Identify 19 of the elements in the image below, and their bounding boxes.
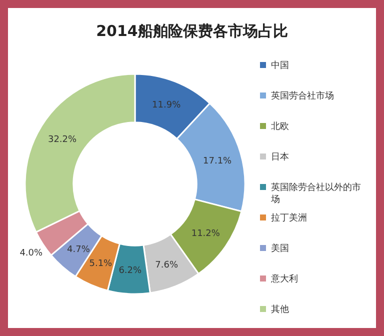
data-label: 11.2% bbox=[191, 229, 220, 240]
legend-label: 英国除劳合社以外的市场 bbox=[270, 182, 361, 205]
legend-label: 美国 bbox=[271, 243, 289, 254]
data-label: 7.6% bbox=[155, 260, 178, 270]
data-label: 4.7% bbox=[67, 245, 90, 256]
legend-label: 拉丁美洲 bbox=[271, 212, 307, 224]
legend-label: 中国 bbox=[271, 60, 289, 71]
data-label: 32.2% bbox=[48, 134, 78, 145]
legend-label: 其他 bbox=[271, 304, 289, 315]
legend-label: 北欧 bbox=[271, 121, 289, 132]
data-label: 6.2% bbox=[118, 266, 142, 276]
data-label: 4.0% bbox=[20, 248, 44, 258]
chart-title: 2014船舶险保费各市场占比 bbox=[96, 22, 288, 40]
data-label: 5.1% bbox=[89, 259, 113, 270]
data-label: 11.9% bbox=[152, 100, 182, 111]
legend-label: 英国劳合社市场 bbox=[271, 90, 334, 102]
data-label: 17.1% bbox=[203, 156, 232, 166]
legend-label: 意大利 bbox=[270, 274, 298, 284]
legend-label: 日本 bbox=[271, 152, 289, 162]
